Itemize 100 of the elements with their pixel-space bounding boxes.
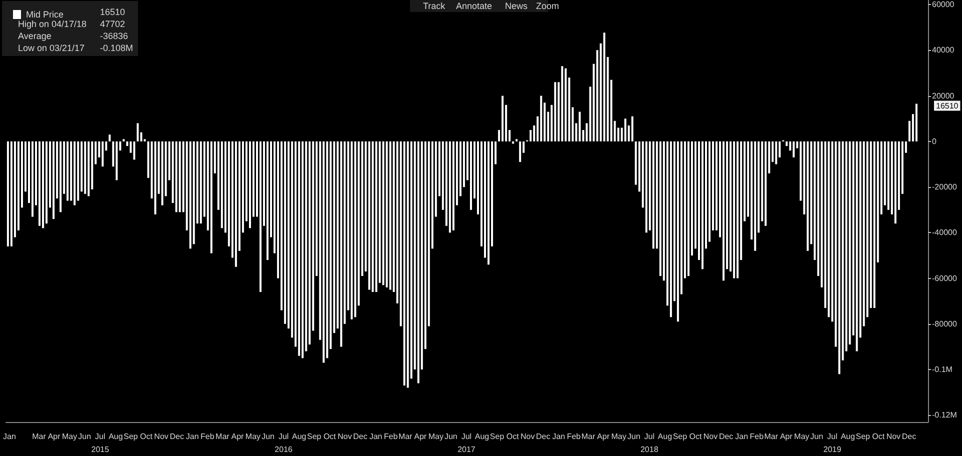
x-tick-label: Jun — [444, 432, 458, 441]
x-tick-label: Jan — [369, 432, 382, 441]
x-tick-label: Sep — [124, 432, 138, 441]
bar — [161, 141, 164, 206]
bar — [722, 141, 725, 281]
x-tick-label: Jul 2016 — [274, 432, 294, 454]
bar — [828, 141, 830, 318]
x-tick-label: May — [428, 432, 444, 441]
y-tick-label: -0.12M — [932, 410, 958, 420]
bar — [84, 141, 86, 194]
bar — [564, 68, 567, 142]
bar — [488, 141, 490, 265]
bar — [554, 82, 556, 142]
annotation: Average — [18, 31, 52, 41]
bar — [589, 86, 592, 142]
x-tick-label: Jan — [735, 432, 748, 441]
bar — [389, 141, 392, 290]
bar — [266, 141, 269, 260]
bar — [234, 141, 237, 267]
bar — [403, 141, 406, 386]
x-tick-label: May — [794, 432, 810, 441]
y-tick-label: -60000 — [932, 274, 958, 283]
bar — [448, 141, 451, 233]
x-tick-label: Oct — [506, 432, 520, 441]
bar — [754, 141, 756, 251]
bar — [178, 141, 181, 212]
x-tick-label: Aug — [474, 432, 490, 441]
x-tick-label: Feb — [384, 432, 398, 441]
x-tick-label: Sep — [672, 432, 688, 441]
x-tick-label: Oct — [689, 432, 702, 441]
bar — [368, 141, 370, 290]
bar — [354, 141, 356, 318]
annotation: 16510 — [936, 101, 959, 110]
bar — [652, 141, 654, 249]
x-tick-label: Dec — [536, 432, 550, 441]
bar — [102, 141, 104, 167]
x-tick-label: Mar — [764, 432, 778, 441]
bar — [687, 141, 690, 276]
bar — [175, 141, 178, 212]
bar — [60, 141, 62, 212]
x-tick-label: Jun — [262, 432, 274, 441]
x-tick-label: Aug — [840, 432, 855, 441]
bar — [302, 141, 304, 358]
bar — [350, 141, 353, 320]
bar — [136, 123, 139, 142]
y-tick-label: -0.1M — [932, 365, 953, 374]
bar — [372, 141, 374, 292]
x-tick-label: Jul 2018 — [640, 432, 659, 454]
bar — [386, 141, 388, 288]
y-tick-label: 60000 — [932, 0, 955, 10]
x-tick-label: Jan — [552, 432, 566, 441]
bar — [873, 141, 876, 308]
bar — [133, 141, 136, 160]
y-tick-label: -40000 — [932, 228, 958, 238]
x-tick-label: Mar — [581, 432, 596, 441]
x-tick-label: Apr — [414, 432, 427, 441]
annotation: -36836 — [100, 31, 128, 41]
bar — [701, 141, 704, 270]
bar — [814, 141, 816, 260]
x-tick-label: Feb — [200, 432, 215, 441]
y-tick-label: -80000 — [932, 319, 958, 328]
x-tick-label: Feb — [566, 432, 582, 441]
x-tick-label: Oct — [140, 432, 154, 441]
x-tick-label: Sep — [856, 432, 871, 441]
x-tick-label: Mar — [398, 432, 413, 441]
bar — [764, 141, 767, 226]
x-tick-label: Dec — [170, 432, 184, 441]
bar — [189, 141, 192, 249]
x-tick-label: Apr — [597, 432, 610, 441]
bar — [856, 141, 858, 352]
x-tick-label: Apr — [231, 432, 244, 441]
x-tick-label: Dec — [718, 432, 734, 441]
x-tick-label: Nov — [338, 432, 352, 441]
bar — [46, 141, 48, 224]
bar — [775, 141, 778, 164]
bar — [452, 141, 454, 230]
annotation: -0.108M — [100, 43, 134, 53]
bar — [116, 141, 118, 180]
bar — [200, 141, 202, 224]
bar — [375, 141, 378, 292]
x-tick-label: Jan — [186, 432, 199, 441]
bar — [192, 141, 195, 244]
x-tick-label: Apr — [48, 432, 61, 441]
bar — [32, 141, 34, 217]
bar — [806, 141, 809, 251]
y-tick-label: 0 — [932, 136, 937, 146]
annotation: 16510 — [100, 7, 126, 17]
bar — [406, 141, 409, 388]
bar — [220, 141, 223, 228]
x-tick-label: Jul 2019 — [823, 432, 842, 454]
bar — [52, 141, 55, 219]
bar — [210, 141, 212, 254]
bar — [417, 141, 420, 384]
y-tick-label: 40000 — [932, 46, 955, 55]
bar — [66, 141, 69, 201]
bar — [10, 141, 12, 246]
annotation: News — [505, 1, 528, 11]
x-tick-label: Oct — [872, 432, 886, 441]
x-tick-label: Dec — [353, 432, 368, 441]
annotation: Annotate — [456, 1, 492, 11]
